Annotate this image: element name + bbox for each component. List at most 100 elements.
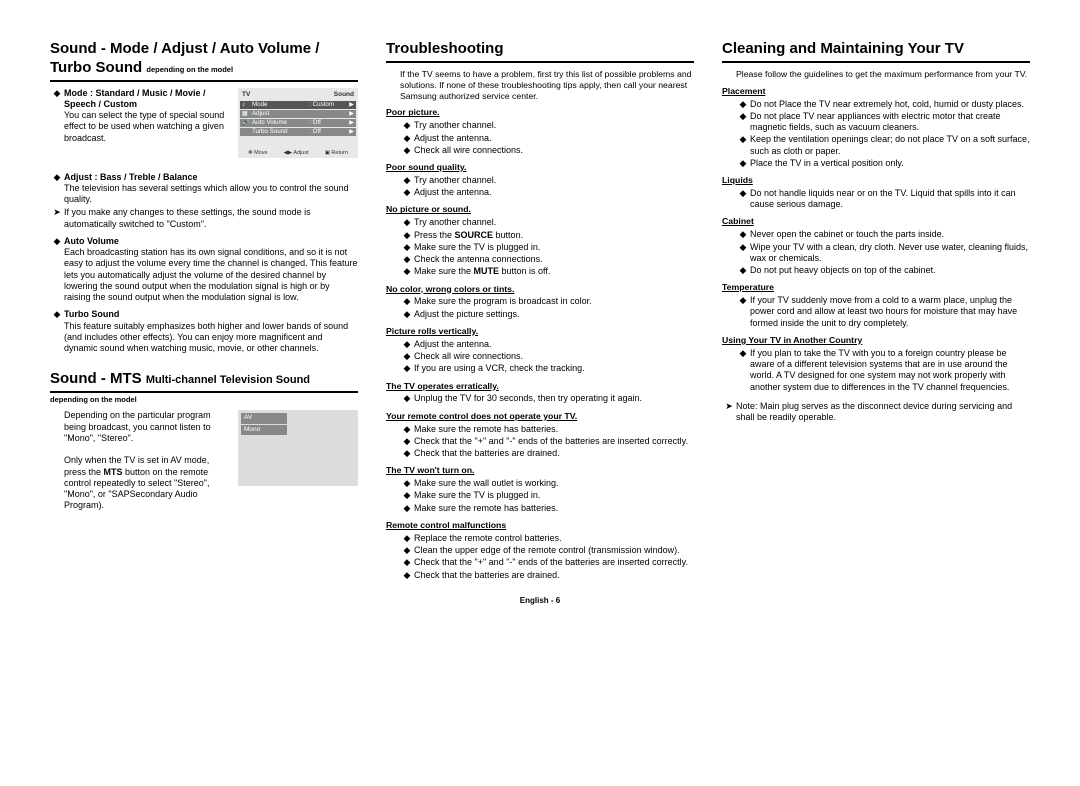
group-heading: Liquids xyxy=(722,175,1030,186)
diamond-icon: ◆ xyxy=(400,309,414,320)
group-heading: Using Your TV in Another Country xyxy=(722,335,1030,346)
heading-troubleshooting: Troubleshooting xyxy=(386,40,694,63)
item-text: Try another channel. xyxy=(414,120,694,131)
column-cleaning: Cleaning and Maintaining Your TV Please … xyxy=(722,40,1030,582)
osd-off2: : Off xyxy=(309,128,349,136)
item-text: Press the SOURCE button. xyxy=(414,230,694,241)
item-text: Check all wire connections. xyxy=(414,145,694,156)
adj-body: The television has several settings whic… xyxy=(64,183,349,204)
osd-autov: Auto Volume xyxy=(252,119,309,127)
item-text: Unplug the TV for 30 seconds, then try o… xyxy=(414,393,694,404)
list-item: ◆Make sure the wall outlet is working. xyxy=(400,478,694,489)
mts-sub: Multi-channel Television Sound xyxy=(146,374,310,386)
osd-mts: AV Mono xyxy=(238,410,358,486)
diamond-icon: ◆ xyxy=(400,363,414,374)
diamond-icon: ◆ xyxy=(736,265,750,276)
column-troubleshooting: Troubleshooting If the TV seems to have … xyxy=(386,40,694,582)
diamond-icon: ◆ xyxy=(400,393,414,404)
note-text: Note: Main plug serves as the disconnect… xyxy=(736,401,1030,424)
diamond-icon: ◆ xyxy=(400,120,414,131)
osd-adj: Adjust xyxy=(293,150,308,156)
troub-intro: If the TV seems to have a problem, first… xyxy=(400,69,694,102)
adj-note: If you make any changes to these setting… xyxy=(64,207,358,230)
diamond-icon: ◆ xyxy=(400,266,414,277)
diamond-icon: ◆ xyxy=(400,436,414,447)
list-item: ◆Keep the ventilation openings clear; do… xyxy=(736,134,1030,157)
diamond-icon: ◆ xyxy=(400,133,414,144)
list-item: ◆Try another channel. xyxy=(400,217,694,228)
mode-head: Mode : Standard / Music / Movie / Speech… xyxy=(64,88,206,109)
list-item: ◆Make sure the MUTE button is off. xyxy=(400,266,694,277)
list-item: ◆Check that the batteries are drained. xyxy=(400,570,694,581)
list-item: ◆Check all wire connections. xyxy=(400,145,694,156)
list-item: ◆Check the antenna connections. xyxy=(400,254,694,265)
item-text: Make sure the MUTE button is off. xyxy=(414,266,694,277)
list-item: ◆Do not place TV near appliances with el… xyxy=(736,111,1030,134)
list-item: ◆Wipe your TV with a clean, dry cloth. N… xyxy=(736,242,1030,265)
heading-sound-mts: Sound - MTS Multi-channel Television Sou… xyxy=(50,370,358,393)
item-text: Adjust the antenna. xyxy=(414,133,694,144)
list-item: ◆Try another channel. xyxy=(400,120,694,131)
item-text: Check that the batteries are drained. xyxy=(414,448,694,459)
diamond-icon: ◆ xyxy=(400,230,414,241)
item-text: Make sure the remote has batteries. xyxy=(414,503,694,514)
diamond-icon: ◆ xyxy=(736,111,750,122)
diamond-icon: ◆ xyxy=(400,351,414,362)
arrow-icon: ➤ xyxy=(722,401,736,412)
diamond-icon: ◆ xyxy=(50,172,64,183)
av-body: Each broadcasting station has its own si… xyxy=(64,247,358,302)
list-item: ◆Replace the remote control batteries. xyxy=(400,533,694,544)
osd-move: Move xyxy=(254,150,267,156)
list-item: ◆Make sure the TV is plugged in. xyxy=(400,242,694,253)
mts-body1: Depending on the particular program bein… xyxy=(64,410,211,443)
list-item: ◆Make sure the remote has batteries. xyxy=(400,424,694,435)
ts-body: This feature suitably emphasizes both hi… xyxy=(64,321,348,354)
osd-turbo: Turbo Sound xyxy=(252,128,309,136)
diamond-icon: ◆ xyxy=(50,309,64,320)
troub-groups: Poor picture.◆Try another channel.◆Adjus… xyxy=(386,107,694,580)
item-adjust: ◆ Adjust : Bass / Treble / Balance The t… xyxy=(50,172,358,206)
diamond-icon: ◆ xyxy=(50,88,64,99)
page-footer: English - 6 xyxy=(50,596,1030,606)
osd-ret: Return xyxy=(331,150,348,156)
diamond-icon: ◆ xyxy=(400,533,414,544)
list-item: ◆Try another channel. xyxy=(400,175,694,186)
diamond-icon: ◆ xyxy=(400,545,414,556)
mode-body: You can select the type of special sound… xyxy=(64,110,224,143)
item-text: Keep the ventilation openings clear; do … xyxy=(750,134,1030,157)
osd-mode: Mode xyxy=(252,101,309,109)
diamond-icon: ◆ xyxy=(50,236,64,247)
list-item: ◆If you plan to take the TV with you to … xyxy=(736,348,1030,393)
list-item: ◆Do not put heavy objects on top of the … xyxy=(736,265,1030,276)
group-heading: The TV won't turn on. xyxy=(386,465,694,476)
item-text: Make sure the TV is plugged in. xyxy=(414,490,694,501)
list-item: ◆Make sure the TV is plugged in. xyxy=(400,490,694,501)
list-item: ◆Place the TV in a vertical position onl… xyxy=(736,158,1030,169)
item-text: Place the TV in a vertical position only… xyxy=(750,158,1030,169)
list-item: ◆Check that the "+" and "-" ends of the … xyxy=(400,436,694,447)
heading-line1: Sound - Mode / Adjust / Auto Volume / xyxy=(50,40,319,57)
group-heading: Picture rolls vertically. xyxy=(386,326,694,337)
diamond-icon: ◆ xyxy=(400,254,414,265)
item-turbosound: ◆ Turbo Sound This feature suitably emph… xyxy=(50,309,358,354)
list-item: ◆Check that the batteries are drained. xyxy=(400,448,694,459)
list-item: ◆Do not handle liquids near or on the TV… xyxy=(736,188,1030,211)
list-item: ◆Unplug the TV for 30 seconds, then try … xyxy=(400,393,694,404)
item-text: Check that the batteries are drained. xyxy=(414,570,694,581)
diamond-icon: ◆ xyxy=(400,478,414,489)
diamond-icon: ◆ xyxy=(400,217,414,228)
group-heading: Cabinet xyxy=(722,216,1030,227)
diamond-icon: ◆ xyxy=(400,570,414,581)
group-heading: Poor picture. xyxy=(386,107,694,118)
list-item: ◆If you are using a VCR, check the track… xyxy=(400,363,694,374)
list-item: ◆Adjust the antenna. xyxy=(400,133,694,144)
diamond-icon: ◆ xyxy=(736,99,750,110)
item-text: Adjust the picture settings. xyxy=(414,309,694,320)
diamond-icon: ◆ xyxy=(736,242,750,253)
diamond-icon: ◆ xyxy=(736,229,750,240)
list-item: ◆Check all wire connections. xyxy=(400,351,694,362)
heading-line2: Turbo Sound xyxy=(50,59,142,76)
diamond-icon: ◆ xyxy=(400,424,414,435)
item-text: Check that the "+" and "-" ends of the b… xyxy=(414,557,694,568)
item-text: If your TV suddenly move from a cold to … xyxy=(750,295,1030,329)
